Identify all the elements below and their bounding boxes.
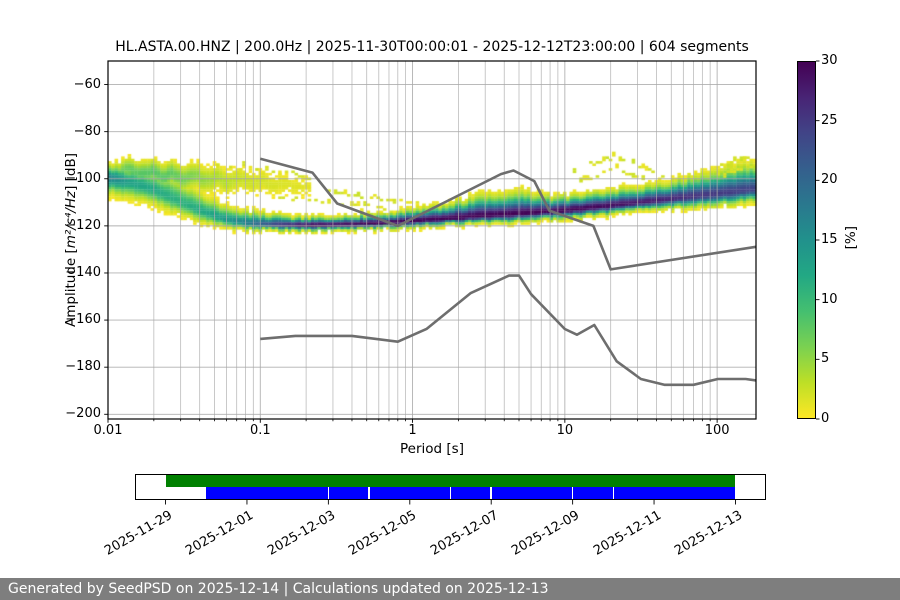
timeline-data-segment	[614, 487, 735, 499]
x-axis-label: Period [s]	[400, 441, 464, 457]
x-tick-label: 0.1	[249, 423, 271, 438]
timeline-data-segment	[573, 487, 613, 499]
y-tick-label: −180	[65, 359, 101, 375]
timeline-data-segment	[329, 487, 369, 499]
y-axis-label: Amplitude [m²/s⁴/Hz] [dB]	[63, 110, 79, 370]
footer-bar: Generated by SeedPSD on 2025-12-14 | Cal…	[0, 578, 900, 600]
timeline-data-segment	[206, 487, 328, 499]
y-tick-label: −60	[73, 76, 101, 92]
y-tick-label: −160	[65, 312, 101, 328]
colorbar-tick-label: 30	[821, 53, 838, 68]
colorbar-unit-label: [%]	[843, 226, 859, 250]
colorbar-tick-label: 25	[821, 112, 838, 128]
noise-model-line	[260, 274, 757, 387]
colorbar	[797, 61, 816, 419]
x-tick-label: 100	[704, 423, 730, 438]
timeline-data-segment	[491, 487, 572, 499]
x-tick-label: 10	[556, 423, 574, 438]
y-tick-label: −100	[65, 170, 101, 186]
y-tick-label: −200	[65, 406, 101, 422]
colorbar-tick-label: 15	[821, 232, 838, 247]
timeline-data-segment	[369, 487, 450, 499]
figure-title: HL.ASTA.00.HNZ | 200.0Hz | 2025-11-30T00…	[115, 39, 749, 55]
colorbar-tick-label: 20	[821, 172, 838, 188]
timeline-coverage-bar	[165, 475, 736, 487]
timeline-frame	[135, 474, 766, 500]
colorbar-tick-label: 0	[821, 411, 830, 426]
footer-text: Generated by SeedPSD on 2025-12-14 | Cal…	[8, 581, 549, 597]
y-tick-label: −120	[65, 217, 101, 233]
x-tick-label: 1	[408, 423, 417, 438]
y-tick-label: −80	[73, 123, 101, 139]
y-tick-label: −140	[65, 264, 101, 280]
colorbar-tick-label: 10	[821, 291, 838, 307]
colorbar-tick-label: 5	[821, 351, 830, 367]
x-tick-label: 0.01	[93, 423, 123, 438]
timeline-data-segment	[451, 487, 491, 499]
noise-model-line	[259, 157, 757, 271]
